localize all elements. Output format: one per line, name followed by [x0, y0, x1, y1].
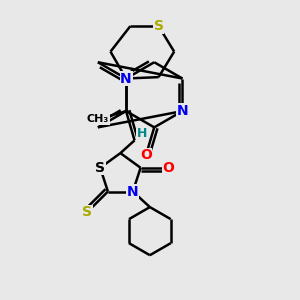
- Text: CH₃: CH₃: [87, 115, 109, 124]
- Text: O: O: [140, 148, 152, 162]
- Text: S: S: [82, 205, 92, 219]
- Text: N: N: [177, 104, 188, 118]
- Text: O: O: [162, 161, 174, 175]
- Text: H: H: [136, 127, 147, 140]
- Text: S: S: [154, 19, 164, 33]
- Text: N: N: [120, 71, 132, 85]
- Text: N: N: [127, 184, 139, 199]
- Text: S: S: [95, 161, 105, 175]
